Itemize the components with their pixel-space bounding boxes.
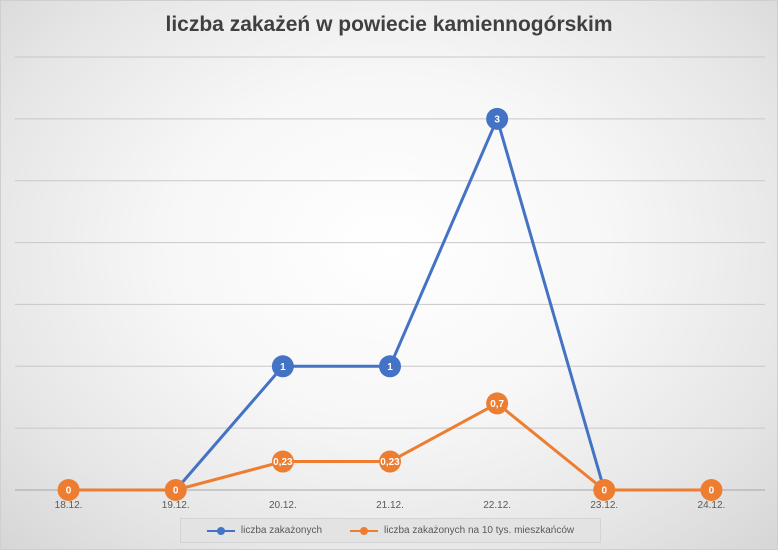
legend-swatch-series-1 [206,526,235,536]
x-tick-label: 21.12. [376,500,404,511]
data-label: 0 [602,486,608,497]
chart-title: liczba zakażeń w powiecie kamiennogórski… [165,13,613,36]
data-label: 0,23 [380,457,400,468]
legend-label-series-1: liczba zakażonych [240,525,323,536]
data-point-marker [57,479,80,501]
data-point-marker [379,355,401,378]
x-tick-label: 19.12. [162,500,190,511]
data-point-marker [593,479,616,501]
x-tick-label: 22.12. [483,500,511,511]
data-point-marker [271,355,294,378]
data-label: 0 [173,486,179,497]
x-tick-label: 18.12. [55,500,83,511]
data-label: 1 [387,362,393,373]
legend-swatch-series-2 [350,526,379,536]
data-point-marker [164,479,187,501]
data-point-marker [486,392,509,415]
data-label: 0,23 [273,457,293,468]
data-point-marker [379,450,401,473]
data-label: 0,7 [490,399,504,410]
legend: liczba zakażonych liczba zakażonych na 1… [180,518,601,543]
data-label: 1 [280,362,286,373]
legend-label-series-2: liczba zakażonych na 10 tys. mieszkańców [384,525,575,536]
data-point-marker [486,107,509,130]
x-tick-label: 20.12. [269,500,297,511]
legend-item-series-2: liczba zakażonych na 10 tys. mieszkańców [350,525,574,536]
legend-item-series-1: liczba zakażonych [206,525,323,536]
x-tick-label: 24.12. [698,500,726,511]
data-label: 0 [709,486,715,497]
data-point-marker [271,450,294,473]
x-tick-label: 23.12. [590,500,618,511]
data-label: 0 [66,486,72,497]
series-line-2 [68,401,712,492]
data-point-marker [700,479,723,501]
data-label: 3 [494,114,500,125]
